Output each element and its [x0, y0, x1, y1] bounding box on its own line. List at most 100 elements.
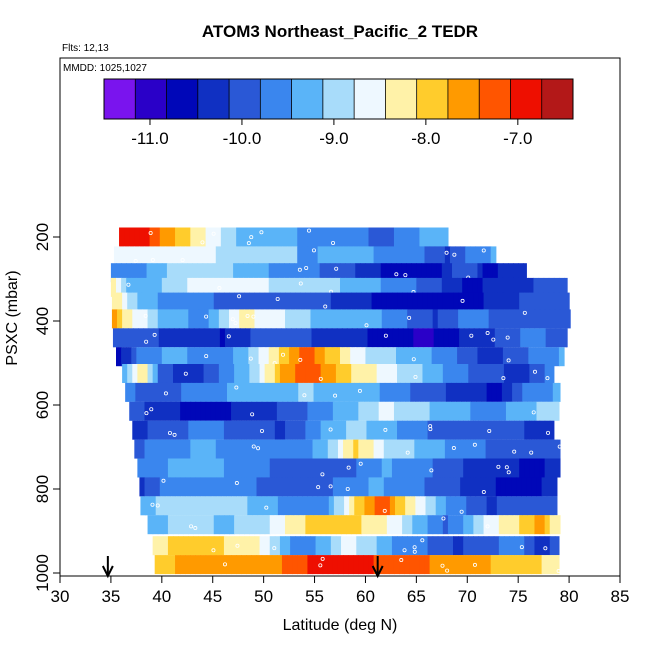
- heatmap-cell: [345, 277, 351, 297]
- heatmap-cell: [437, 309, 444, 329]
- heatmap-cell: [157, 515, 164, 535]
- heatmap-cell: [225, 555, 232, 575]
- heatmap-cell: [350, 263, 356, 283]
- heatmap-cell: [486, 382, 493, 402]
- heatmap-cell: [167, 364, 174, 383]
- heatmap-cell: [502, 277, 509, 297]
- heatmap-cell: [311, 328, 318, 348]
- heatmap-cell: [434, 227, 441, 247]
- heatmap-cell: [274, 364, 281, 383]
- observation-point: [246, 241, 251, 246]
- heatmap-cell: [320, 292, 327, 312]
- heatmap-cell: [461, 382, 467, 402]
- observation-point: [211, 548, 216, 553]
- heatmap-cell: [331, 328, 338, 348]
- observation-point: [485, 331, 490, 336]
- observation-point: [472, 442, 477, 447]
- heatmap-cell: [279, 420, 286, 440]
- heatmap-cell: [136, 277, 143, 297]
- flights-label: Flts: 12,13: [62, 43, 109, 54]
- heatmap-cell: [239, 292, 245, 312]
- heatmap-cell: [434, 401, 441, 421]
- heatmap-cell: [457, 347, 463, 367]
- heatmap-cell: [320, 458, 327, 478]
- heatmap-cell: [480, 555, 487, 575]
- heatmap-cell: [558, 347, 565, 367]
- heatmap-cell: [157, 292, 164, 312]
- heatmap-cell: [139, 401, 146, 421]
- heatmap-cell: [259, 420, 266, 440]
- heatmap-cell: [213, 420, 220, 440]
- heatmap-cell: [205, 555, 212, 575]
- heatmap-cell: [203, 364, 210, 383]
- heatmap-cell: [426, 263, 433, 283]
- heatmap-cell: [545, 328, 552, 348]
- heatmap-cell: [439, 477, 446, 497]
- heatmap-cell: [417, 309, 424, 329]
- heatmap-cell: [397, 309, 403, 329]
- heatmap-cell: [320, 420, 327, 440]
- heatmap-cell: [427, 515, 434, 535]
- heatmap-cell: [399, 555, 405, 575]
- heatmap-cell: [306, 328, 313, 348]
- heatmap-cell: [189, 328, 195, 348]
- heatmap-cell: [229, 515, 235, 535]
- heatmap-cell: [182, 277, 188, 297]
- heatmap-cell: [483, 458, 490, 478]
- heatmap-cell: [129, 401, 135, 421]
- heatmap-cell: [123, 328, 129, 348]
- observation-point: [152, 332, 157, 337]
- heatmap-cell: [357, 328, 363, 348]
- heatmap-cell: [370, 277, 377, 297]
- heatmap-cell: [402, 536, 408, 556]
- heatmap-cell: [483, 420, 490, 440]
- heatmap-cell: [338, 382, 345, 402]
- heatmap-cell: [252, 496, 259, 516]
- observation-point: [346, 465, 351, 470]
- heatmap-cell: [138, 328, 145, 348]
- heatmap-cell: [406, 263, 412, 283]
- heatmap-cell: [386, 536, 393, 556]
- heatmap-cell: [348, 555, 354, 575]
- heatmap-cell: [274, 458, 281, 478]
- heatmap-cell: [327, 555, 334, 575]
- heatmap-cell: [525, 328, 531, 348]
- heatmap-cell: [195, 439, 202, 459]
- heatmap-cell: [483, 536, 490, 556]
- heatmap-cell: [447, 420, 454, 440]
- heatmap-cell: [298, 382, 304, 402]
- heatmap-cell: [345, 347, 351, 367]
- heatmap-cell: [289, 347, 295, 367]
- observation-point: [472, 562, 477, 567]
- heatmap-cell: [223, 515, 230, 535]
- heatmap-cell: [453, 458, 459, 478]
- heatmap-cell: [458, 364, 464, 383]
- heatmap-cell: [175, 246, 181, 266]
- heatmap-cell: [503, 420, 510, 440]
- observation-point: [459, 509, 464, 514]
- heatmap-cell: [358, 401, 365, 421]
- heatmap-cell: [154, 555, 161, 575]
- heatmap-cell: [444, 401, 451, 421]
- heatmap-cell: [463, 292, 469, 312]
- heatmap-cell: [318, 382, 325, 402]
- heatmap-cell: [432, 309, 439, 329]
- heatmap-cell: [544, 536, 551, 556]
- observation-point: [532, 369, 537, 374]
- observation-point: [556, 569, 561, 574]
- heatmap-cell: [193, 420, 200, 440]
- heatmap-cell: [169, 555, 176, 575]
- heatmap-cell: [292, 227, 298, 247]
- heatmap-cell: [220, 401, 227, 421]
- heatmap-cell: [292, 439, 298, 459]
- heatmap-cell: [397, 420, 403, 440]
- heatmap-cell: [365, 277, 372, 297]
- heatmap-cell: [218, 309, 225, 329]
- heatmap-cell: [335, 515, 342, 535]
- heatmap-cell: [370, 347, 377, 367]
- heatmap-cell: [240, 328, 246, 348]
- heatmap-cell: [449, 401, 456, 421]
- heatmap-cell: [437, 458, 444, 478]
- observation-point: [505, 335, 510, 340]
- heatmap-cell: [531, 401, 538, 421]
